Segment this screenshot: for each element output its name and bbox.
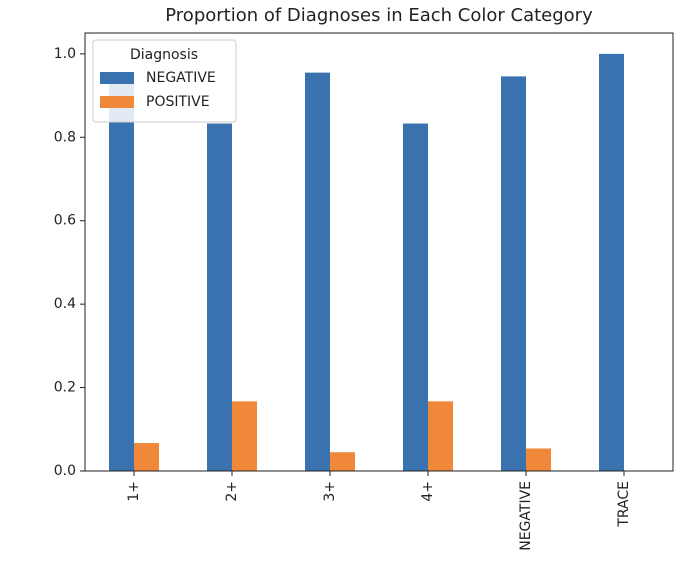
y-tick-label: 0.8 bbox=[54, 129, 76, 145]
legend: Diagnosis NEGATIVE POSITIVE bbox=[92, 39, 237, 123]
bar bbox=[428, 401, 453, 471]
legend-swatch bbox=[100, 72, 134, 84]
bar bbox=[599, 53, 624, 471]
y-tick-label: 0.0 bbox=[54, 463, 76, 479]
x-tick-label: 4+ bbox=[420, 481, 436, 502]
y-tick-label: 1.0 bbox=[54, 46, 76, 62]
chart-title: Proportion of Diagnoses in Each Color Ca… bbox=[165, 5, 593, 26]
legend-label: NEGATIVE bbox=[146, 70, 216, 86]
legend-label: POSITIVE bbox=[146, 94, 210, 110]
y-tick-label: 0.6 bbox=[54, 213, 76, 229]
bar bbox=[501, 76, 526, 471]
y-tick-label: 0.2 bbox=[54, 380, 76, 396]
x-tick-label: NEGATIVE bbox=[518, 481, 534, 551]
bar bbox=[305, 72, 330, 471]
legend-swatch bbox=[100, 96, 134, 108]
x-tick-label: 3+ bbox=[322, 481, 338, 502]
bar bbox=[232, 401, 257, 471]
bar bbox=[330, 452, 355, 471]
x-tick-label: 1+ bbox=[126, 481, 142, 502]
bar bbox=[403, 123, 428, 472]
bar bbox=[207, 123, 232, 472]
bar bbox=[109, 81, 134, 471]
y-tick-label: 0.4 bbox=[54, 296, 76, 312]
x-tick-label: 2+ bbox=[224, 481, 240, 502]
legend-title: Diagnosis bbox=[130, 47, 198, 63]
axes-frame bbox=[84, 32, 674, 472]
x-tick-label: TRACE bbox=[616, 481, 632, 528]
bar bbox=[134, 443, 159, 471]
bar bbox=[526, 448, 551, 471]
